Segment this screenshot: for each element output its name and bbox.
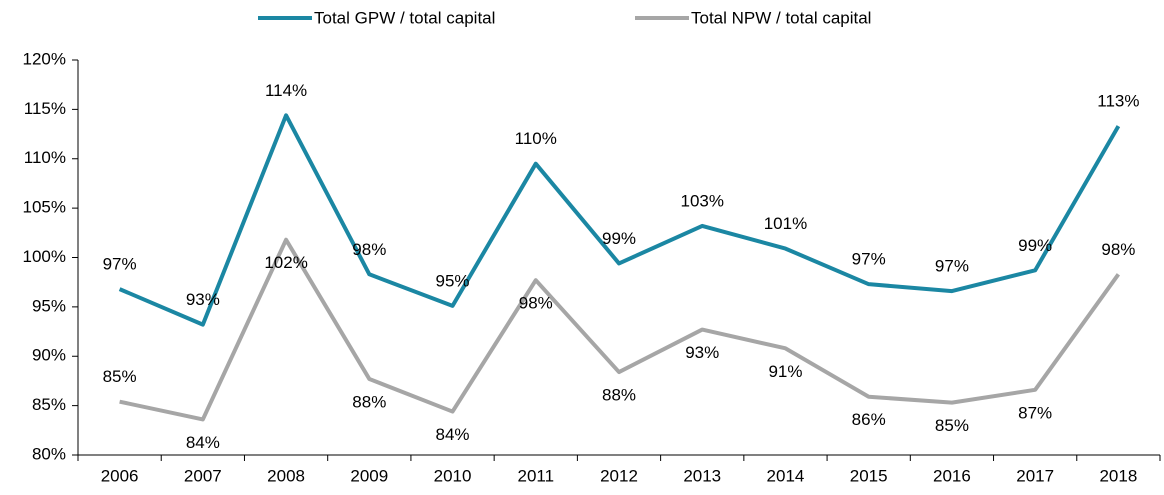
data-label: 99% xyxy=(602,229,636,248)
y-tick-label: 115% xyxy=(24,99,66,118)
x-tick-label: 2012 xyxy=(600,466,638,485)
x-tick-label: 2007 xyxy=(184,466,222,485)
x-tick-label: 2010 xyxy=(434,466,472,485)
data-label: 110% xyxy=(515,129,557,148)
data-label: 101% xyxy=(764,214,807,233)
y-tick-label: 95% xyxy=(32,296,66,315)
y-tick-label: 85% xyxy=(32,395,66,414)
x-tick-label: 2008 xyxy=(267,466,305,485)
data-label: 95% xyxy=(436,271,470,290)
data-label: 97% xyxy=(103,255,137,274)
data-label: 113% xyxy=(1097,92,1139,111)
y-tick-label: 90% xyxy=(32,346,66,365)
y-tick-label: 80% xyxy=(32,444,66,463)
x-tick-label: 2016 xyxy=(933,466,971,485)
data-label: 87% xyxy=(1018,403,1052,422)
legend-label: Total NPW / total capital xyxy=(691,8,871,27)
x-tick-label: 2011 xyxy=(517,466,554,485)
x-tick-label: 2013 xyxy=(683,466,721,485)
data-label: 85% xyxy=(103,367,137,386)
x-tick-label: 2015 xyxy=(850,466,888,485)
data-label: 102% xyxy=(264,253,307,272)
x-tick-label: 2006 xyxy=(101,466,139,485)
data-label: 88% xyxy=(352,392,386,411)
y-tick-label: 120% xyxy=(23,49,66,68)
x-tick-label: 2009 xyxy=(350,466,388,485)
data-label: 93% xyxy=(685,343,719,362)
data-label: 91% xyxy=(768,362,802,381)
x-tick-label: 2014 xyxy=(767,466,805,485)
data-label: 97% xyxy=(935,257,969,276)
series-line xyxy=(118,113,1121,327)
data-label: 99% xyxy=(1018,236,1052,255)
legend-label: Total GPW / total capital xyxy=(314,8,495,27)
data-label: 98% xyxy=(352,240,386,259)
x-tick-label: 2018 xyxy=(1099,466,1137,485)
x-tick-label: 2017 xyxy=(1016,466,1054,485)
data-label: 84% xyxy=(436,425,470,444)
y-tick-label: 110% xyxy=(24,148,66,167)
y-tick-label: 100% xyxy=(23,247,66,266)
data-label: 88% xyxy=(602,386,636,405)
data-label: 85% xyxy=(935,416,969,435)
data-label: 97% xyxy=(852,250,886,269)
data-label: 84% xyxy=(186,433,220,452)
data-label: 103% xyxy=(680,191,723,210)
data-label: 93% xyxy=(186,290,220,309)
y-tick-label: 105% xyxy=(23,198,66,217)
data-label: 86% xyxy=(852,410,886,429)
data-label: 98% xyxy=(519,294,553,313)
data-label: 114% xyxy=(265,81,307,100)
data-label: 98% xyxy=(1101,240,1135,259)
series-line xyxy=(119,237,1121,422)
